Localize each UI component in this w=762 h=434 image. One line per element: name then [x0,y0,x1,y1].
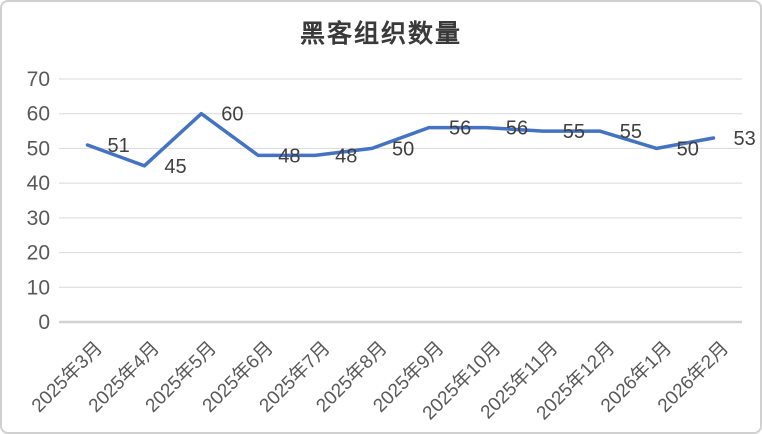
y-axis-tick-label: 40 [27,172,50,195]
data-point-label: 56 [449,118,471,140]
data-point-label: 50 [392,138,414,160]
y-axis-tick-label: 30 [27,207,50,230]
data-point-label: 48 [335,145,357,167]
y-axis-tick-label: 0 [38,311,50,334]
data-point-label: 48 [278,145,300,167]
data-point-label: 53 [734,128,756,150]
data-point-label: 45 [164,156,186,178]
data-point-label: 51 [107,135,129,157]
y-axis-tick-label: 70 [27,68,50,91]
y-axis-tick-label: 60 [27,103,50,126]
data-point-label: 60 [221,104,243,126]
data-point-label: 56 [506,118,528,140]
y-axis-tick-label: 50 [27,137,50,160]
y-axis-tick-label: 10 [27,276,50,299]
data-point-label: 55 [620,121,642,143]
data-point-label: 50 [677,138,699,160]
y-axis-tick-label: 20 [27,242,50,265]
data-point-label: 55 [563,121,585,143]
series-line [85,111,716,168]
